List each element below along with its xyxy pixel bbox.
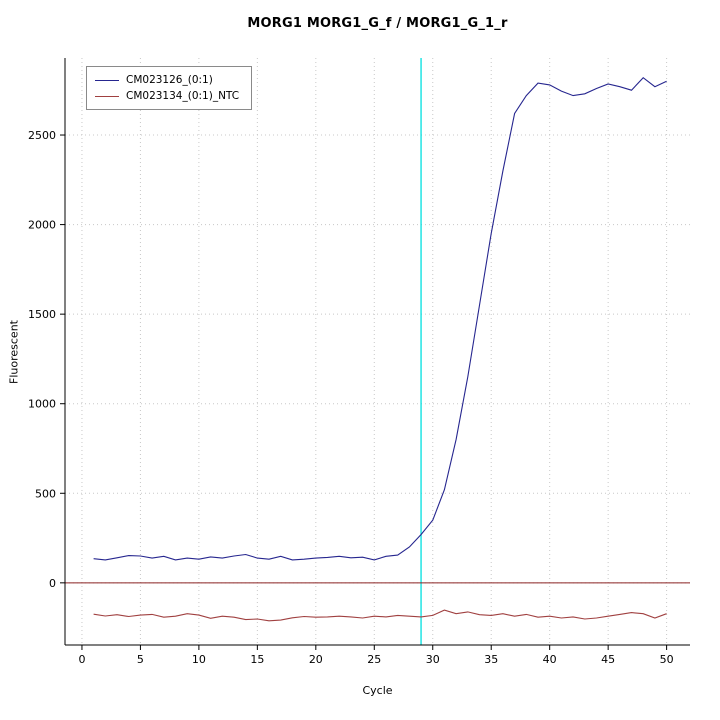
x-tick-label: 20 — [309, 653, 323, 666]
series-line-ntc — [93, 609, 667, 622]
legend-item-ntc: CM023134_(0:1)_NTC — [95, 88, 239, 104]
series-line-sample — [93, 76, 667, 561]
x-tick-label: 50 — [660, 653, 674, 666]
x-tick-label: 25 — [367, 653, 381, 666]
x-tick-label: 5 — [137, 653, 144, 666]
y-tick-label: 1000 — [28, 398, 56, 411]
y-axis-label: Fluorescent — [7, 320, 21, 384]
x-tick-label: 30 — [426, 653, 440, 666]
y-tick-label: 2000 — [28, 219, 56, 232]
chart-title: MORG1 MORG1_G_f / MORG1_G_1_r — [247, 16, 508, 31]
x-tick-label: 10 — [192, 653, 206, 666]
y-tick-label: 2500 — [28, 129, 56, 142]
sample-line-swatch-icon — [95, 79, 119, 81]
legend-item-sample: CM023126_(0:1) — [95, 72, 239, 88]
legend: CM023126_(0:1) CM023134_(0:1)_NTC — [86, 66, 253, 110]
ntc-line-swatch-icon — [95, 95, 119, 97]
y-tick-label: 0 — [49, 577, 56, 590]
legend-label-ntc: CM023134_(0:1)_NTC — [126, 90, 240, 102]
y-tick-label: 500 — [35, 487, 56, 500]
x-tick-label: 40 — [543, 653, 557, 666]
x-tick-label: 15 — [250, 653, 264, 666]
x-tick-label: 35 — [484, 653, 498, 666]
x-axis-label: Cycle — [362, 684, 393, 697]
y-tick-label: 1500 — [28, 308, 56, 321]
x-tick-label: 45 — [601, 653, 615, 666]
x-tick-label: 0 — [78, 653, 85, 666]
legend-label-sample: CM023126_(0:1) — [126, 74, 213, 86]
